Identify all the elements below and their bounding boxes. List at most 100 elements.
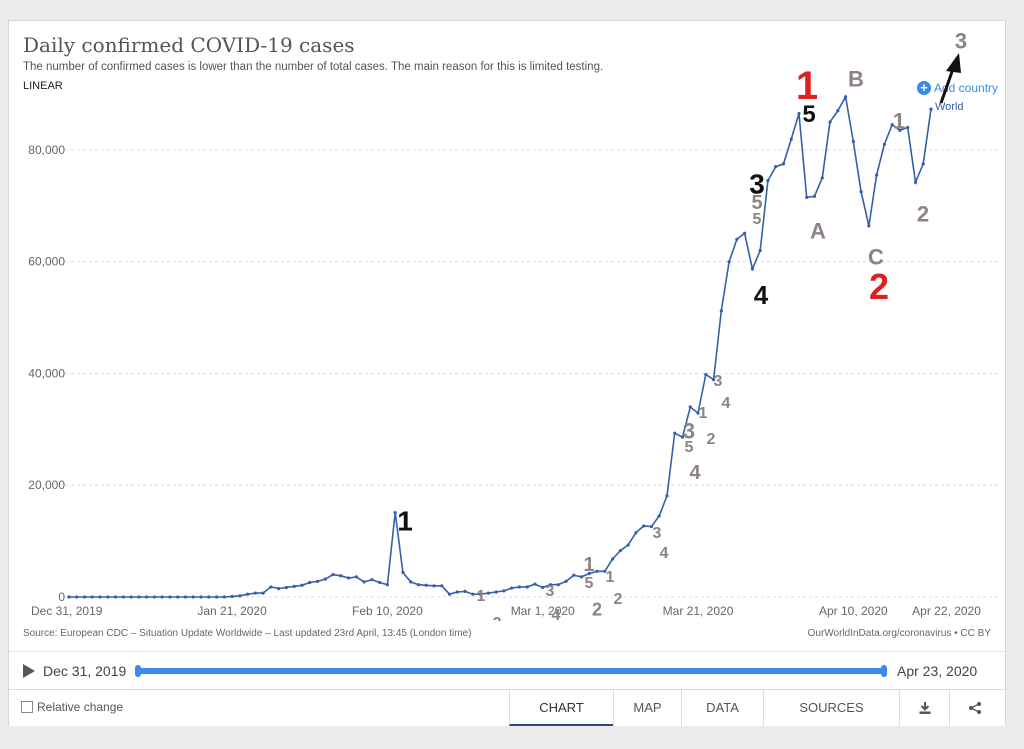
data-point <box>603 569 607 573</box>
data-point <box>541 585 545 590</box>
wave-label: 3 <box>683 419 695 444</box>
data-point <box>90 595 94 599</box>
data-point <box>191 595 195 599</box>
data-point <box>261 591 265 595</box>
view-tabs: CHART MAP DATA SOURCES <box>509 690 999 726</box>
x-tick-label: Dec 31, 2019 <box>31 604 103 618</box>
data-point <box>121 595 125 599</box>
data-point <box>517 585 522 589</box>
data-point <box>292 584 296 588</box>
timeline-end-label: Apr 23, 2020 <box>897 663 978 679</box>
data-point <box>463 589 467 594</box>
data-point <box>929 107 933 111</box>
x-tick-label: Mar 21, 2020 <box>663 604 734 618</box>
relative-change-checkbox[interactable] <box>21 701 33 713</box>
data-point <box>362 580 366 584</box>
data-point <box>113 595 118 599</box>
wave-label: 1 <box>477 588 486 605</box>
data-point <box>836 109 840 113</box>
wave-label: 3 <box>749 168 765 199</box>
data-point <box>898 128 902 132</box>
wave-label: 1 <box>606 569 615 586</box>
x-tick-label: Apr 10, 2020 <box>819 604 888 618</box>
timeline-end-handle[interactable] <box>881 665 887 677</box>
data-point <box>486 591 490 595</box>
data-point <box>774 165 778 169</box>
wave-label: 2 <box>707 431 716 448</box>
data-point <box>649 524 654 529</box>
data-point <box>812 194 817 198</box>
data-point <box>75 595 79 599</box>
data-point <box>409 580 413 584</box>
tab-data[interactable]: DATA <box>681 690 763 726</box>
data-point <box>921 162 925 166</box>
chart-subtitle: The number of confirmed cases is lower t… <box>23 61 604 73</box>
data-point <box>471 592 475 596</box>
play-icon[interactable] <box>23 664 35 678</box>
line-chart: 0 20,000 40,000 60,000 80,000 Dec 31, 2019 Jan… <box>28 29 999 621</box>
data-point <box>440 584 444 588</box>
data-point <box>766 179 770 183</box>
data-point <box>253 591 257 595</box>
relative-change-toggle[interactable]: Relative change <box>21 700 123 714</box>
site-credit[interactable]: OurWorldInData.org/coronavirus • CC BY <box>807 628 991 639</box>
data-point <box>284 585 289 590</box>
data-point <box>680 435 685 439</box>
tab-chart[interactable]: CHART <box>509 690 613 726</box>
wave-label: 3 <box>546 583 555 600</box>
data-point <box>727 260 731 264</box>
wave-label: 2 <box>592 599 602 619</box>
data-point <box>665 494 669 498</box>
wave-label: 2 <box>869 266 889 307</box>
data-point <box>735 237 739 241</box>
timeline-start-label: Dec 31, 2019 <box>43 663 127 679</box>
x-tick-label: Mar 1, 2020 <box>511 604 575 618</box>
wave-label: 5 <box>751 192 762 214</box>
controls-bar: Relative change CHART MAP DATA SOURCES <box>9 689 1005 726</box>
wave-label: 5 <box>585 575 594 592</box>
data-point <box>618 549 622 553</box>
data-point <box>525 585 529 589</box>
wave-label: 3 <box>714 373 723 390</box>
series-legend-world[interactable]: World <box>935 101 964 113</box>
data-point <box>843 95 848 99</box>
tab-sources[interactable]: SOURCES <box>763 690 899 726</box>
wave-label: 2 <box>493 615 502 621</box>
data-point <box>882 142 887 146</box>
data-point <box>222 595 226 599</box>
data-point <box>424 583 428 587</box>
data-point <box>145 595 149 599</box>
data-point <box>82 595 87 599</box>
data-point <box>711 377 716 382</box>
data-point <box>494 590 498 594</box>
data-point <box>346 576 351 580</box>
add-country-button[interactable]: + Add country <box>917 81 998 95</box>
data-point <box>455 590 459 594</box>
data-point <box>587 571 591 576</box>
arrow-head <box>946 53 961 73</box>
download-button[interactable] <box>899 690 949 726</box>
data-point <box>238 594 242 598</box>
series-line-world <box>69 94 932 598</box>
data-point <box>67 595 71 599</box>
data-point <box>199 595 203 599</box>
data-point <box>339 574 343 578</box>
tab-map[interactable]: MAP <box>613 690 681 726</box>
add-country-label: Add country <box>934 81 999 95</box>
y-tick-label: 40,000 <box>28 366 65 380</box>
data-point <box>828 120 832 124</box>
y-tick-label: 60,000 <box>28 255 65 269</box>
wave-label: 4 <box>552 607 561 621</box>
share-button[interactable] <box>949 690 999 726</box>
data-point <box>797 111 801 116</box>
wave-label: 4 <box>754 280 769 310</box>
chart-title: Daily confirmed COVID-19 cases <box>23 33 355 57</box>
wave-label: 1 <box>583 554 594 576</box>
scale-toggle[interactable]: LINEAR <box>23 80 63 92</box>
relative-change-label: Relative change <box>37 700 124 714</box>
data-point <box>579 575 584 579</box>
timeline-start-handle[interactable] <box>135 665 141 677</box>
timeline-slider-track[interactable] <box>135 665 887 677</box>
data-point <box>137 595 141 599</box>
arrow-line <box>939 65 956 104</box>
